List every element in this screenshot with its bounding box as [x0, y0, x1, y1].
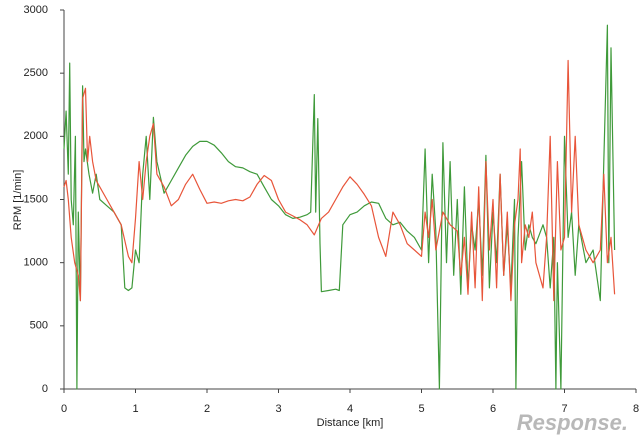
x-tick-label: 4	[347, 403, 353, 415]
x-tick-label: 8	[633, 403, 639, 415]
watermark: Response.	[517, 410, 628, 435]
series-line	[63, 59, 616, 302]
y-tick-label: 3000	[24, 4, 48, 16]
x-tick-label: 1	[132, 403, 138, 415]
x-axis-title: Distance [km]	[317, 417, 384, 429]
y-tick-label: 0	[42, 383, 48, 395]
series-line	[63, 24, 616, 390]
x-tick-label: 6	[490, 403, 496, 415]
x-tick-label: 3	[275, 403, 281, 415]
x-tick-label: 2	[204, 403, 210, 415]
x-tick-label: 7	[561, 403, 567, 415]
y-tick-label: 2500	[24, 67, 48, 79]
y-tick-label: 2000	[24, 130, 48, 142]
x-tick-label: 0	[61, 403, 67, 415]
y-tick-label: 1000	[24, 257, 48, 269]
x-tick-label: 5	[418, 403, 424, 415]
y-tick-label: 1500	[24, 193, 48, 205]
y-tick-label: 500	[30, 320, 48, 332]
y-axis-title: RPM [1/min]	[12, 170, 24, 231]
